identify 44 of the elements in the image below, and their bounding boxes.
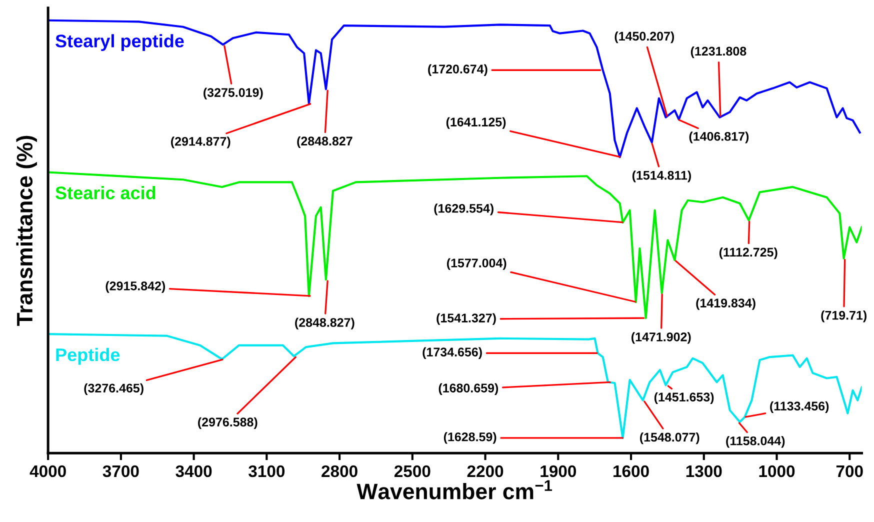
annotation: (2976.588) [198,417,258,429]
annotation: (2914.877) [171,136,230,148]
x-tick-label: 3700 [102,465,139,478]
annotation: (1629.554) [434,204,494,216]
annotation: (1451.653) [654,392,714,404]
series-label: Peptide [56,348,120,365]
x-tick-label: 1600 [614,465,649,478]
annotation: (1133.456) [770,401,829,414]
annotation: (1680.659) [438,383,498,395]
annotation: (2915.842) [106,281,166,293]
annotation: (1734.656) [422,347,482,359]
annotation: (1641.125) [446,117,506,129]
annotation: (1628.59) [444,432,496,444]
annotation: (1548.077) [640,432,700,444]
annotation: (1231.808 [690,46,746,58]
annotation: (719.71) [821,310,866,322]
annotation: (1158.044) [726,436,785,448]
series-label: Stearic acid [56,186,156,200]
annotation: (1720.674) [428,64,488,76]
annotation: (1471.902) [632,332,691,344]
x-tick-label: 3100 [248,465,285,478]
x-tick-label: 700 [836,465,863,478]
annotation: (1577.004) [446,258,506,270]
x-axis-title: Wavenumber cm$^{−1}$ [356,480,552,500]
x-tick-label: 1000 [759,465,795,478]
annotation: (2848.827) [295,318,354,330]
annotation: (3275.019) [204,88,263,100]
annotation: (3276.465) [84,383,144,396]
annotation: (1514.811) [632,170,691,182]
x-tick-label: 2800 [322,465,358,478]
x-tick-label: 1300 [686,465,722,478]
x-tick-label: 3400 [176,465,212,478]
annotation: (1406.817) [689,132,749,144]
annotation: (1112.725) [719,247,778,260]
x-tick-label: 2500 [394,465,430,478]
x-tick-label: 2200 [467,465,504,478]
x-tick-label: 4000 [30,465,66,478]
annotation: (2848.827 [297,136,352,148]
x-tick-label: 1900 [540,465,576,478]
series-label: Stearyl peptide [56,34,184,51]
annotation: (1541.327) [436,313,496,325]
y-axis-title: Transmittance (%) [16,136,37,326]
annotation: (1450.207) [614,31,674,44]
annotation: (1419.834) [696,298,756,310]
